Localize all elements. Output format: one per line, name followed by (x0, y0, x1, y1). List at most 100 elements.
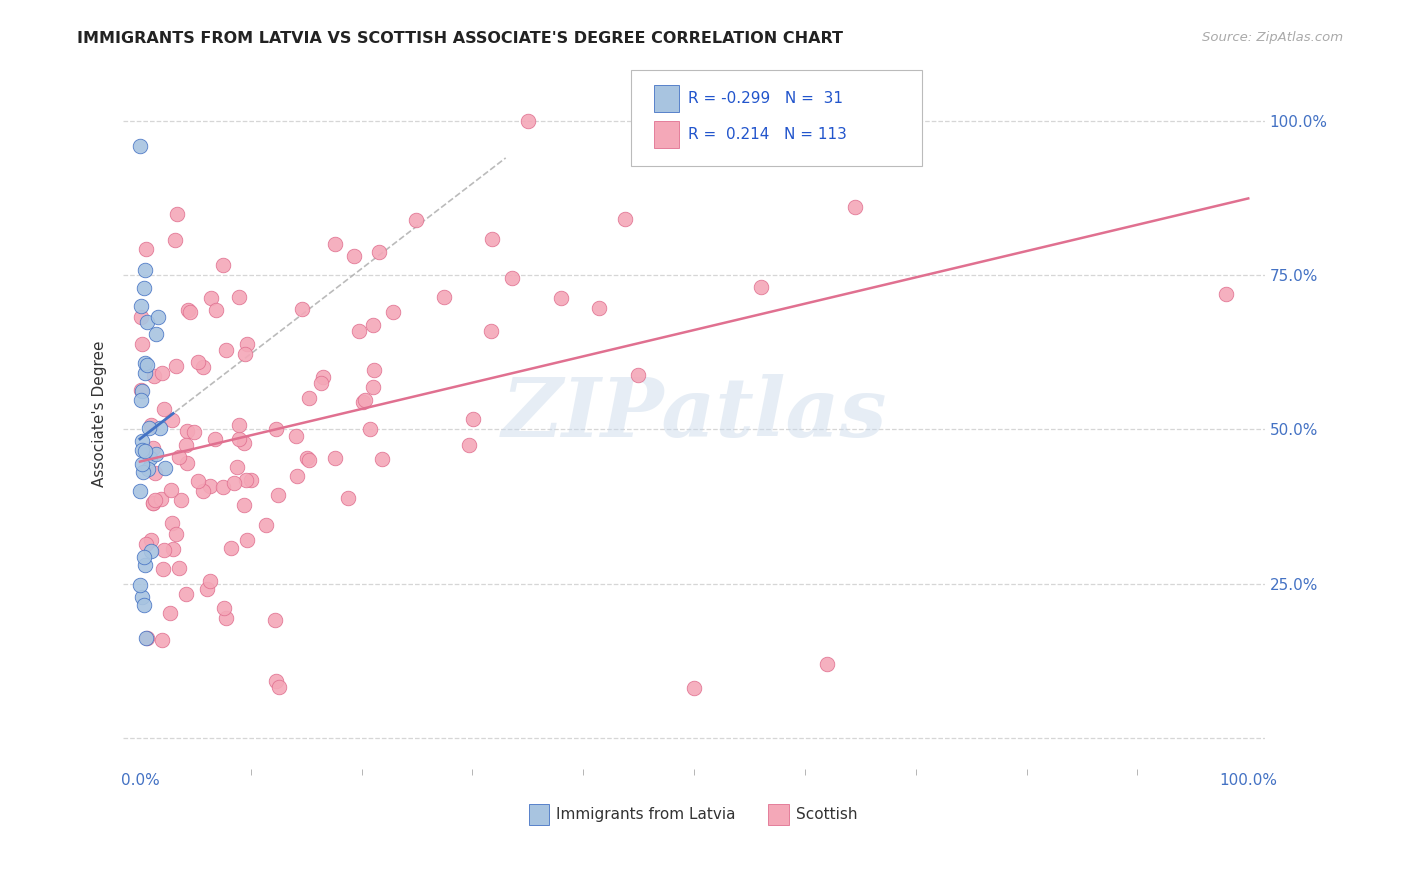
Point (336, 491, 359, 505)
Point (311, 370, 333, 384)
Point (361, 318, 384, 332)
Point (1215, 286, 1237, 301)
Point (550, 291, 572, 305)
Point (135, 537, 157, 551)
Point (347, 324, 370, 338)
Point (516, 114, 538, 128)
Point (264, 422, 287, 436)
Point (343, 249, 366, 263)
Point (183, 425, 205, 440)
Point (481, 232, 503, 246)
Point (135, 242, 157, 256)
Point (176, 456, 198, 470)
Point (155, 460, 177, 475)
Point (266, 673, 288, 688)
Point (145, 447, 167, 461)
Point (311, 376, 333, 391)
Point (501, 271, 523, 285)
Point (136, 359, 159, 373)
Point (215, 611, 238, 625)
Point (361, 380, 384, 394)
Point (177, 303, 200, 318)
Point (129, 578, 152, 592)
Point (146, 310, 169, 325)
Point (179, 304, 201, 318)
Point (131, 591, 153, 605)
Point (150, 366, 173, 380)
Point (239, 473, 262, 487)
Point (165, 233, 187, 247)
Point (129, 392, 152, 407)
Point (212, 480, 235, 494)
Point (160, 516, 183, 530)
FancyBboxPatch shape (654, 85, 679, 112)
Point (135, 632, 157, 646)
Point (204, 302, 226, 317)
Point (139, 418, 162, 433)
Point (191, 483, 214, 498)
Point (214, 601, 236, 615)
Point (256, 518, 278, 533)
Point (142, 496, 165, 510)
Point (354, 392, 377, 407)
Point (849, 114, 872, 128)
Point (481, 324, 503, 338)
Y-axis label: Associate's Degree: Associate's Degree (93, 341, 107, 487)
Point (149, 491, 172, 506)
Point (134, 558, 156, 572)
Point (174, 438, 197, 452)
Point (166, 207, 188, 221)
Point (228, 418, 250, 433)
Point (129, 483, 152, 498)
Point (267, 680, 290, 694)
Point (187, 355, 209, 369)
Point (187, 474, 209, 488)
Point (134, 550, 156, 565)
Point (233, 346, 256, 360)
Text: IMMIGRANTS FROM LATVIA VS SCOTTISH ASSOCIATE'S DEGREE CORRELATION CHART: IMMIGRANTS FROM LATVIA VS SCOTTISH ASSOC… (77, 31, 844, 46)
Point (588, 301, 610, 316)
Point (200, 291, 222, 305)
Point (139, 533, 162, 548)
Point (138, 462, 160, 476)
Point (285, 469, 308, 483)
Point (169, 450, 191, 464)
Text: ZIPatlas: ZIPatlas (502, 374, 887, 454)
Point (463, 411, 485, 425)
Point (214, 343, 236, 357)
Point (683, 681, 706, 696)
Point (129, 383, 152, 397)
Point (131, 384, 153, 398)
Point (368, 245, 391, 260)
Point (363, 362, 385, 376)
Point (131, 443, 153, 458)
Point (132, 598, 155, 612)
Point (219, 541, 242, 555)
Point (228, 433, 250, 447)
Point (131, 434, 153, 448)
Point (165, 527, 187, 541)
Point (174, 586, 197, 600)
Text: R =  0.214   N = 113: R = 0.214 N = 113 (689, 127, 848, 142)
Text: Scottish: Scottish (796, 807, 858, 822)
Point (159, 483, 181, 497)
Point (191, 360, 214, 375)
Point (134, 366, 156, 380)
Point (370, 452, 392, 467)
FancyBboxPatch shape (654, 120, 679, 147)
Point (152, 402, 174, 417)
Point (233, 499, 256, 513)
Point (195, 582, 218, 596)
Point (159, 606, 181, 620)
Point (132, 465, 155, 479)
Point (165, 359, 187, 373)
Point (142, 495, 165, 509)
Point (150, 633, 173, 648)
Point (134, 356, 156, 370)
Point (212, 258, 235, 272)
Point (291, 301, 314, 316)
Point (225, 459, 247, 474)
Point (844, 200, 866, 214)
Point (167, 560, 190, 574)
FancyBboxPatch shape (529, 804, 550, 825)
